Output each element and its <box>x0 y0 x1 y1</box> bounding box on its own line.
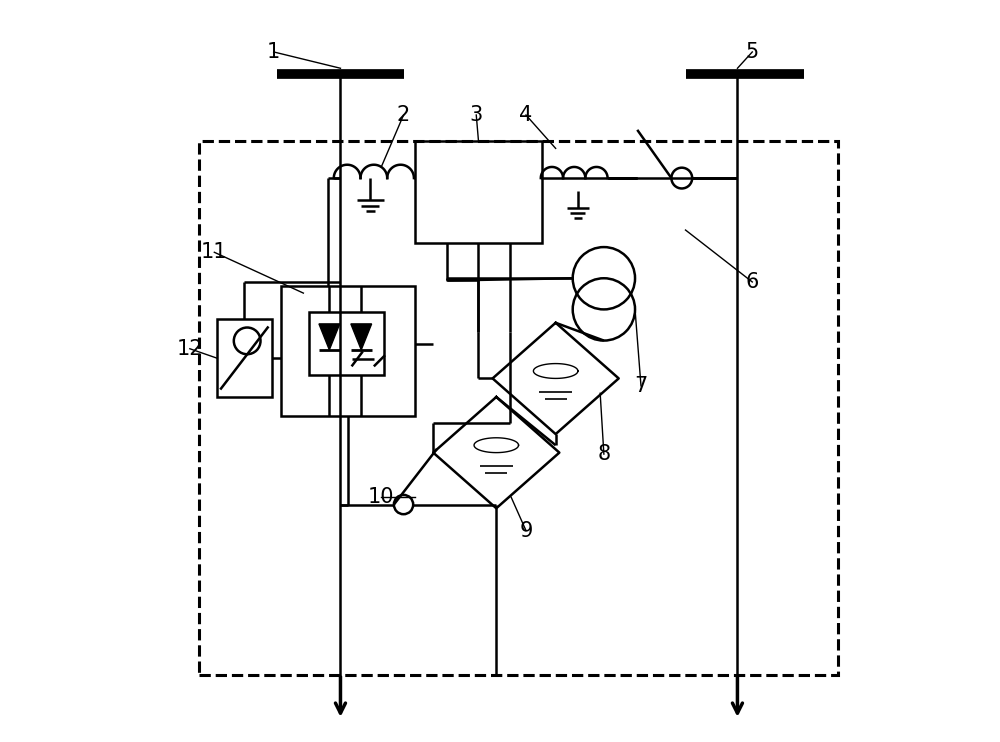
Text: 3: 3 <box>470 105 483 125</box>
Text: 2: 2 <box>397 105 410 125</box>
Text: 8: 8 <box>597 444 610 464</box>
Polygon shape <box>351 324 372 349</box>
Text: 4: 4 <box>519 105 533 125</box>
Text: 9: 9 <box>519 521 533 540</box>
Text: 10: 10 <box>368 487 395 507</box>
Text: 6: 6 <box>746 272 759 292</box>
Bar <box>281 286 415 416</box>
Text: 1: 1 <box>267 42 280 62</box>
Bar <box>309 312 384 375</box>
Bar <box>415 141 542 243</box>
Text: 12: 12 <box>177 339 203 358</box>
Polygon shape <box>319 324 340 349</box>
Bar <box>217 319 272 397</box>
Text: 11: 11 <box>201 243 228 262</box>
Bar <box>199 141 838 675</box>
Text: 5: 5 <box>746 42 759 62</box>
Text: 7: 7 <box>634 376 648 395</box>
